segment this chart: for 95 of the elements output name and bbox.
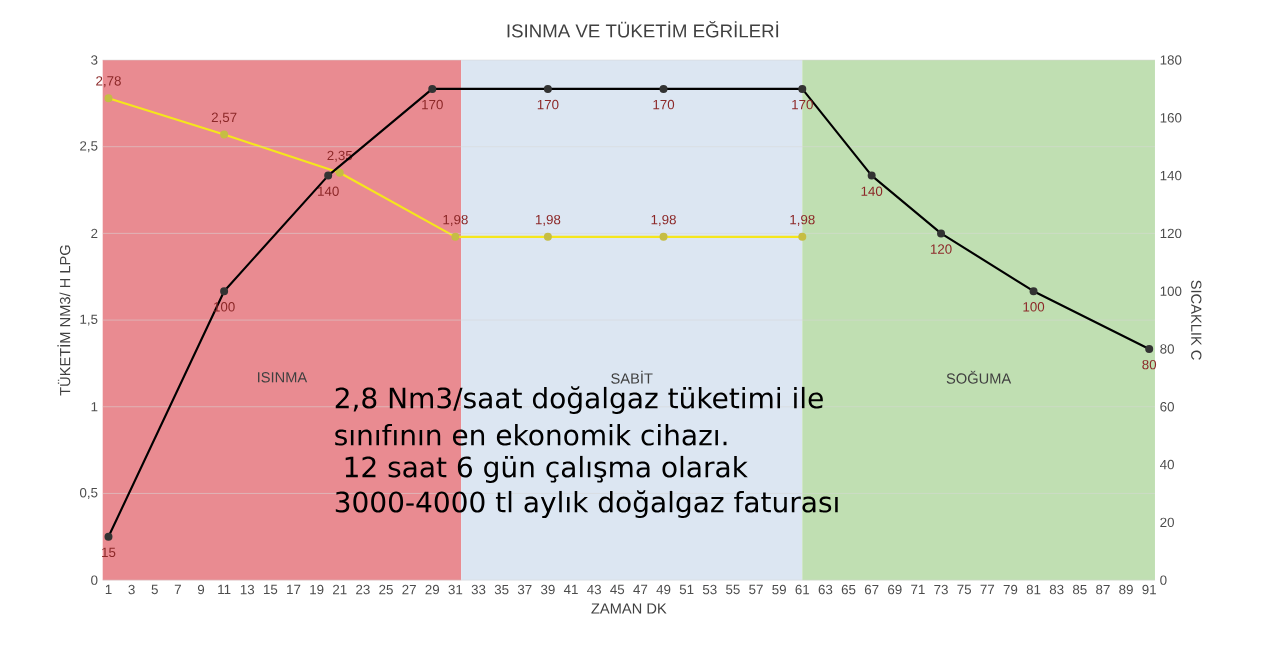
x-tick-label: 47	[633, 584, 648, 595]
x-tick-label: 13	[240, 584, 255, 595]
data-label: 170	[792, 99, 813, 110]
x-tick-label: 75	[957, 584, 972, 595]
y2-tick-label: 180	[1160, 55, 1182, 65]
x-tick-label: 69	[888, 584, 902, 595]
y2-tick-label: 160	[1160, 113, 1182, 123]
data-label: 2,57	[211, 112, 237, 124]
data-label: 80	[1142, 359, 1157, 370]
y2-tick-label: 140	[1160, 170, 1182, 181]
y-tick-label: 2	[91, 228, 98, 239]
x-tick-label: 89	[1119, 584, 1133, 595]
x-tick-label: 25	[379, 584, 393, 595]
data-label: 100	[1023, 302, 1045, 312]
x-tick-label: 31	[448, 584, 463, 595]
annotation: 2,8 Nm3/saat doğalgaz tüketimi ile	[335, 386, 823, 415]
x-tick-label: 9	[197, 584, 205, 595]
x-tick-label: 39	[540, 584, 555, 595]
data-label: 1,98	[535, 214, 561, 226]
band-label: SABİT	[611, 370, 653, 384]
annotation: 3000-4000 tl aylık doğalgaz faturası	[335, 490, 838, 519]
x-tick-label: 51	[679, 584, 694, 595]
y-tick-label: 0	[91, 575, 98, 585]
point	[335, 168, 344, 177]
x-tick-label: 91	[1142, 584, 1156, 595]
y2-tick-label: 20	[1160, 517, 1174, 528]
x-tick-label: 73	[934, 584, 948, 595]
chart-title: ISINMA VE TÜKETİM EĞRİLERİ	[507, 21, 779, 38]
x-tick-label: 37	[517, 584, 532, 595]
x-tick-label: 61	[795, 584, 810, 595]
point	[798, 232, 807, 241]
x-tick-label: 15	[263, 584, 278, 595]
x-tick-label: 59	[772, 584, 786, 595]
data-label: 140	[861, 186, 883, 197]
data-label: 1,98	[651, 214, 676, 226]
data-label: 170	[422, 99, 443, 110]
y2-tick-label: 40	[1159, 459, 1174, 470]
y-tick-label: 3	[91, 55, 98, 65]
x-tick-label: 63	[818, 584, 833, 595]
point	[659, 232, 668, 241]
band-label: SOĞUMA	[946, 370, 1012, 384]
x-tick-label: 41	[563, 584, 578, 595]
x-tick-label: 87	[1096, 584, 1110, 595]
x-tick-label: 5	[151, 584, 158, 595]
point	[104, 94, 113, 103]
x-tick-label: 21	[333, 584, 347, 595]
y-tick-label: 2,5	[80, 141, 98, 153]
data-label: 1,98	[790, 214, 815, 226]
x-tick-label: 7	[174, 584, 181, 595]
x-tick-label: 55	[726, 584, 740, 595]
x-tick-label: 53	[702, 584, 717, 595]
data-label: 140	[318, 186, 339, 197]
x-tick-label: 23	[356, 584, 370, 595]
y2-tick-label: 80	[1160, 344, 1174, 354]
y-tick-label: 1	[91, 402, 98, 412]
point	[451, 232, 460, 241]
y2-tick-label: 0	[1160, 575, 1167, 585]
data-label: 120	[930, 244, 952, 254]
annotation: 12 saat 6 gün çalışma olarak	[345, 455, 748, 484]
x-tick-label: 27	[402, 584, 416, 595]
data-label: 170	[653, 99, 675, 110]
point	[220, 130, 229, 139]
x-tick-label: 83	[1049, 584, 1064, 595]
x-tick-label: 3	[128, 584, 135, 595]
annotation: sınıfının en ekonomik cihazı.	[335, 424, 727, 446]
x-tick-label: 17	[287, 584, 301, 595]
x-tick-label: 71	[911, 584, 925, 595]
x-tick-label: 77	[980, 584, 995, 595]
x-tick-label: 29	[425, 584, 440, 595]
x-tick-label: 11	[218, 584, 231, 595]
x-tick-label: 85	[1072, 584, 1087, 595]
y-tick-label: 0,5	[79, 488, 98, 500]
x-tick-label: 67	[864, 584, 879, 595]
x-tick-label: 79	[1003, 584, 1018, 595]
x-axis-title: ZAMAN DK	[591, 603, 667, 614]
y2-tick-label: 60	[1160, 402, 1174, 412]
y-tick-label: 1,5	[80, 314, 98, 326]
data-label: 170	[537, 99, 559, 110]
y-axis-title: TÜKETİM NM3/ H LPG	[57, 245, 71, 396]
y2-tick-label: 100	[1160, 286, 1182, 296]
x-tick-label: 35	[494, 584, 509, 595]
x-tick-label: 33	[471, 584, 486, 595]
x-tick-label: 81	[1026, 584, 1041, 595]
x-tick-label: 19	[310, 584, 324, 595]
x-tick-label: 57	[749, 584, 763, 595]
y2-axis-title: SICAKLIK C	[1191, 280, 1202, 360]
x-tick-label: 49	[656, 584, 671, 595]
x-tick-label: 65	[841, 584, 856, 595]
x-tick-label: 1	[105, 584, 112, 595]
data-label: 2,35	[327, 150, 353, 162]
x-tick-label: 45	[610, 584, 625, 595]
x-tick-label: 43	[587, 584, 601, 595]
band-label: ISINMA	[258, 372, 308, 383]
point	[543, 232, 552, 241]
y2-tick-label: 120	[1160, 228, 1182, 239]
